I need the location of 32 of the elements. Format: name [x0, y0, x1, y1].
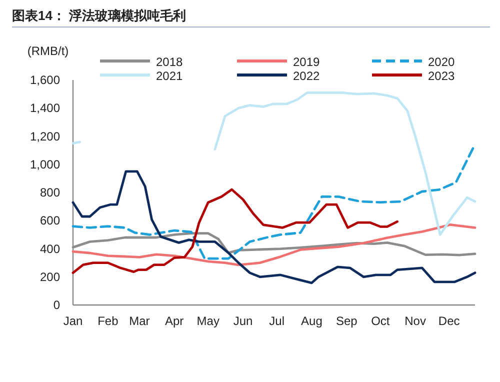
y-tick-label: 0 [53, 298, 60, 312]
legend-label: 2022 [293, 69, 320, 83]
y-tick-label: 400 [40, 242, 60, 256]
line-series [72, 188, 398, 274]
x-tick-label: Jun [233, 314, 253, 328]
x-tick-label: Nov [404, 314, 426, 328]
y-tick-label: 600 [40, 214, 60, 228]
y-tick-label: 1,200 [30, 129, 60, 144]
legend-label: 2021 [156, 69, 184, 83]
x-tick-label: Sep [336, 314, 358, 328]
legend-label: 2023 [428, 69, 456, 83]
y-tick-label: 1,000 [30, 157, 60, 172]
y-tick-label: 200 [40, 270, 60, 284]
chart-title: 图表14： 浮法玻璃模拟吨毛利 [12, 8, 186, 23]
x-tick-label: Dec [438, 314, 460, 328]
y-tick-label: 1,600 [30, 73, 60, 87]
line-series [72, 170, 476, 284]
legend-label: 2019 [293, 55, 320, 69]
x-tick-label: Jul [269, 314, 284, 328]
y-tick-label: 800 [40, 186, 60, 200]
x-tick-label: Feb [98, 314, 119, 328]
x-tick-label: May [196, 314, 220, 328]
x-tick-label: Mar [129, 314, 150, 328]
x-tick-label: Oct [371, 314, 390, 328]
line-series [72, 224, 476, 266]
x-tick-label: Apr [165, 314, 184, 328]
x-tick-label: Jan [63, 314, 83, 328]
x-tick-label: Aug [301, 314, 322, 328]
legend-label: 2018 [156, 55, 184, 69]
y-axis-title: (RMB/t) [27, 44, 69, 58]
y-tick-label: 1,400 [30, 101, 60, 116]
legend-label: 2020 [428, 55, 456, 69]
